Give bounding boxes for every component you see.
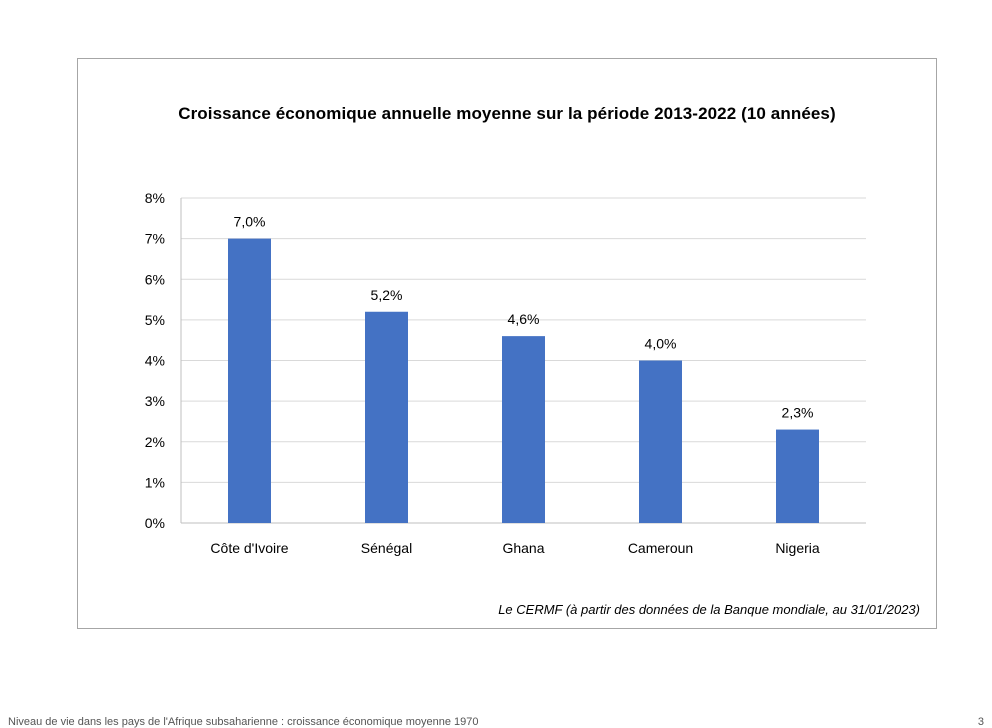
y-tick-label: 3%: [145, 393, 165, 409]
bar: [228, 238, 271, 523]
page-footer-text: Niveau de vie dans les pays de l'Afrique…: [8, 716, 479, 728]
y-tick-label: 7%: [145, 231, 165, 247]
bar: [365, 311, 408, 523]
bar-data-label: 7,0%: [234, 214, 266, 230]
y-tick-label: 5%: [145, 312, 165, 328]
bar: [639, 360, 682, 523]
bar: [776, 429, 819, 523]
bar-data-label: 4,6%: [508, 311, 540, 327]
bar-data-label: 5,2%: [371, 287, 403, 303]
chart-title: Croissance économique annuelle moyenne s…: [178, 104, 836, 123]
x-category-label: Ghana: [502, 540, 544, 556]
page-number: 3: [977, 716, 984, 728]
y-tick-label: 4%: [145, 353, 165, 369]
x-category-label: Cameroun: [628, 540, 693, 556]
y-tick-label: 8%: [145, 190, 165, 206]
y-tick-label: 0%: [145, 515, 165, 531]
bar-data-label: 2,3%: [782, 405, 814, 421]
bar-data-label: 4,0%: [645, 336, 677, 352]
chart-source: Le CERMF (à partir des données de la Ban…: [498, 602, 920, 617]
y-tick-label: 2%: [145, 434, 165, 450]
y-tick-label: 6%: [145, 271, 165, 287]
chart-frame: Croissance économique annuelle moyenne s…: [77, 58, 937, 629]
y-tick-label: 1%: [145, 474, 165, 490]
x-category-label: Sénégal: [361, 540, 412, 556]
bar-chart-plot: 0% 1% 2% 3% 4% 5% 6% 7% 8% 7,0% Côte d'Ivoire 5,2% S…: [145, 190, 866, 556]
x-category-label: Nigeria: [775, 540, 820, 556]
bar: [502, 336, 545, 523]
x-category-label: Côte d'Ivoire: [210, 540, 288, 556]
